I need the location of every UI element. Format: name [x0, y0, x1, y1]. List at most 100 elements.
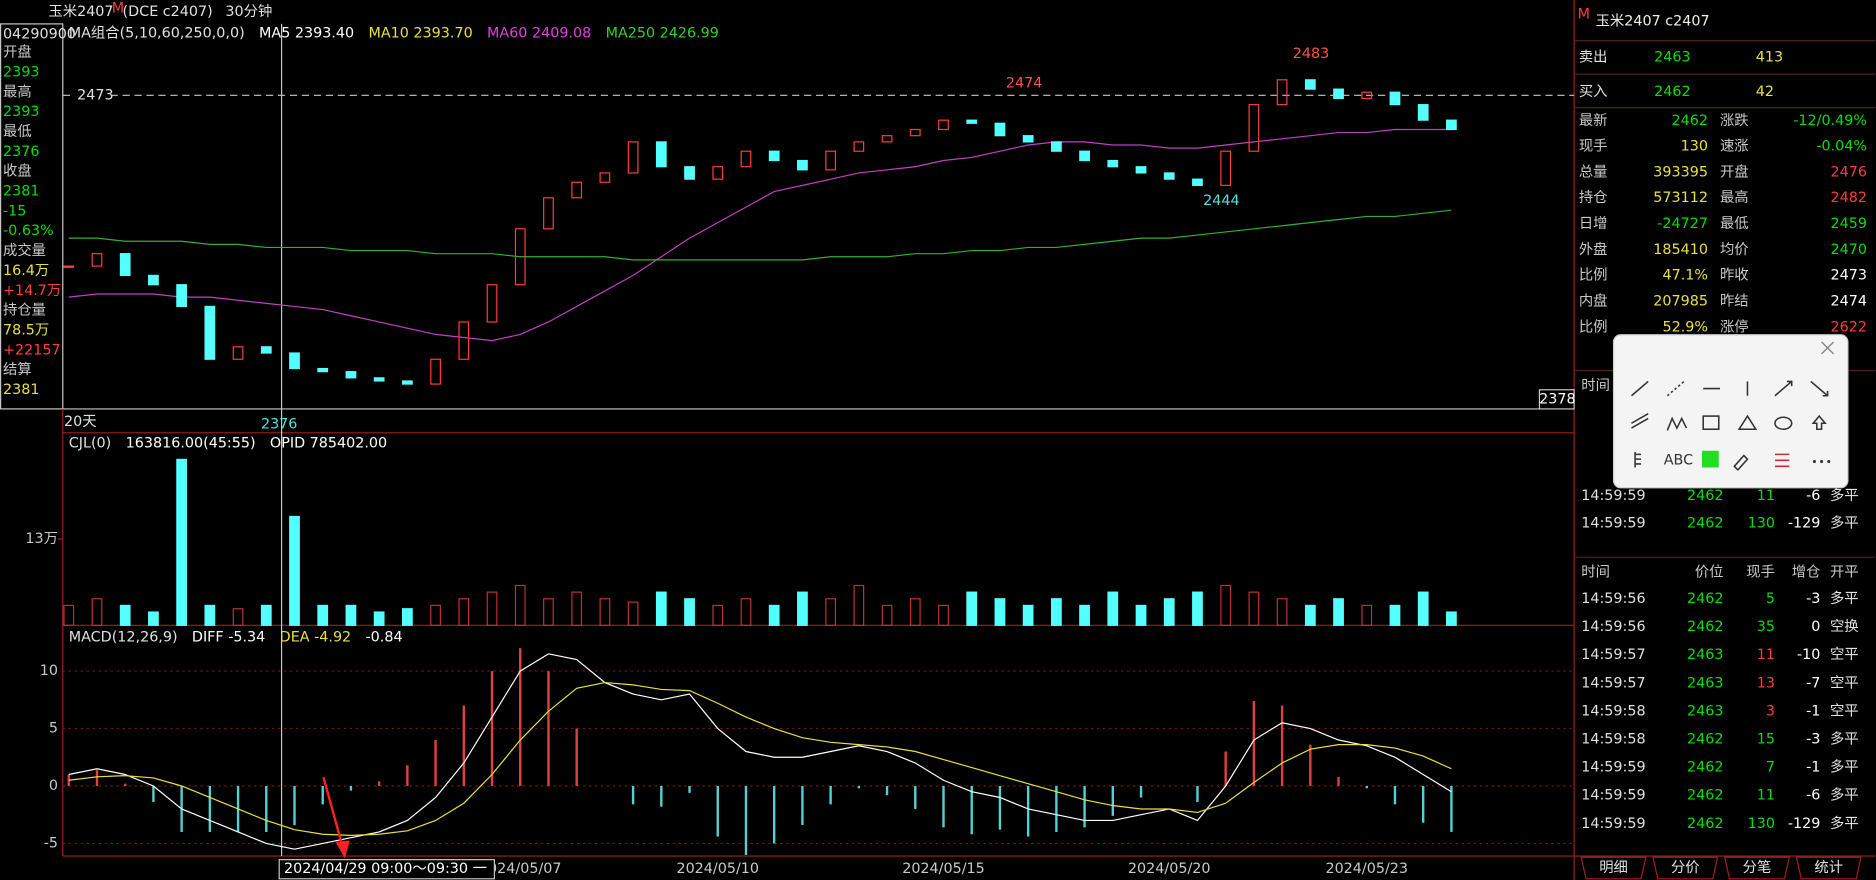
volume-bar: [1276, 598, 1288, 626]
candle: [825, 150, 837, 171]
table-header: 时间: [1581, 564, 1610, 581]
candle: [1333, 88, 1344, 100]
candle: [627, 141, 639, 174]
candle: [401, 380, 413, 385]
trade-cell: 0: [1811, 619, 1820, 635]
info-item: +22157: [3, 342, 61, 358]
quote-value: 393395: [1653, 164, 1708, 180]
tool-rect[interactable]: [1702, 415, 1720, 431]
tool-line[interactable]: [1630, 380, 1649, 397]
trade-cell: 14:59:57: [1581, 675, 1645, 691]
y-tick-label: 5: [49, 721, 58, 737]
candle: [317, 367, 329, 373]
candle: [1276, 79, 1288, 106]
trade-cell: 空平: [1830, 646, 1859, 663]
info-item: -0.63%: [3, 223, 54, 239]
tab-shape[interactable]: [1795, 856, 1862, 880]
tool-ellipse[interactable]: [1774, 416, 1793, 431]
candle: [486, 284, 498, 323]
candle: [1417, 104, 1429, 121]
quote-title: 玉米2407 c2407: [1596, 13, 1710, 30]
tab[interactable]: 统计: [1814, 859, 1843, 876]
tab-shape[interactable]: [1723, 856, 1791, 880]
quote-value: 2476: [1831, 164, 1867, 180]
volume-bar: [148, 611, 159, 626]
x-tick-label: 2024/05/23: [1325, 861, 1408, 877]
info-item: 2393: [3, 64, 39, 80]
candle: [1304, 79, 1316, 90]
tool-more[interactable]: [1812, 459, 1831, 464]
volume-bar: [853, 584, 865, 626]
candle: [768, 150, 780, 162]
tab[interactable]: 分价: [1671, 859, 1700, 876]
tool-list[interactable]: [1774, 453, 1790, 468]
candle: [119, 253, 131, 277]
tool-fib[interactable]: [1634, 451, 1642, 468]
y-tick-label: -5: [44, 835, 58, 851]
candle: [740, 150, 752, 168]
trade-cell: 13: [1757, 675, 1775, 691]
tool-channel[interactable]: [1631, 413, 1649, 429]
volume-bar: [1304, 604, 1316, 626]
volume-bar: [1361, 604, 1373, 626]
quote-label: 最低: [1720, 215, 1749, 232]
volume-bar: [1446, 611, 1457, 626]
candle: [1135, 166, 1147, 174]
quote-label: 持仓: [1579, 189, 1608, 206]
tool-triangle[interactable]: [1737, 414, 1758, 431]
tool-up[interactable]: [1811, 414, 1827, 431]
quote-value: 2473: [1831, 268, 1867, 284]
trade-cell: 35: [1757, 619, 1775, 635]
volume-bar: [1333, 598, 1344, 626]
tool-color[interactable]: [1702, 450, 1719, 468]
trade-cell: 2462: [1687, 788, 1723, 804]
tab-shape[interactable]: [1652, 856, 1719, 880]
trade-cell: 多平: [1830, 759, 1859, 776]
candle: [655, 141, 667, 168]
trade-cell: 14:59:56: [1581, 591, 1645, 607]
tool-arrow-down[interactable]: [1810, 380, 1829, 397]
quote-value: -24727: [1657, 216, 1708, 232]
legend-item: MA5 2393.40: [259, 25, 354, 41]
tool-wave[interactable]: [1666, 416, 1688, 431]
trade-cell: 多平: [1830, 815, 1859, 832]
trade-cell: 5: [1766, 591, 1775, 607]
tab[interactable]: 分笔: [1743, 859, 1772, 876]
drawing-toolbar[interactable]: ABC: [1612, 334, 1849, 489]
close-button[interactable]: [1821, 341, 1835, 355]
symbol: 玉米2407: [48, 3, 113, 20]
tool-text[interactable]: ABC: [1664, 452, 1693, 468]
candle: [853, 141, 865, 152]
tab[interactable]: 明细: [1599, 859, 1628, 876]
candle: [1050, 141, 1062, 152]
candle: [1107, 159, 1119, 168]
info-item: -15: [3, 203, 26, 219]
legend-item: MA组合(5,10,60,250,0,0): [69, 24, 245, 41]
trade-cell: 130: [1748, 816, 1775, 832]
quote-label: 比例: [1579, 267, 1608, 284]
trade-cell: -6: [1806, 488, 1820, 504]
quote-label: 比例: [1579, 318, 1608, 335]
cursor-box: [278, 859, 496, 880]
volume: 42: [1756, 84, 1774, 100]
volume-bar: [373, 611, 385, 626]
trade-cell: -10: [1797, 647, 1820, 663]
tab-shape[interactable]: [1580, 856, 1647, 880]
x-tick-label: 2024/05/15: [902, 861, 985, 877]
volume-bar: [430, 604, 441, 626]
volume-bar: [543, 598, 554, 626]
tool-ray[interactable]: [1666, 380, 1685, 397]
candle: [994, 122, 1006, 137]
volume-bar: [881, 604, 893, 626]
x-tick-label: 2024/05/07: [479, 861, 562, 877]
annotation: 2474: [1006, 76, 1042, 92]
volume-bar: [91, 598, 103, 626]
tool-erase[interactable]: [1733, 454, 1749, 472]
trade-cell: 2463: [1687, 647, 1723, 663]
volume: 413: [1756, 49, 1783, 65]
volume-bar: [317, 604, 329, 626]
toolbar-panel: [1612, 334, 1849, 489]
annotation: 2378: [1539, 391, 1575, 407]
tool-arrow[interactable]: [1774, 380, 1793, 397]
